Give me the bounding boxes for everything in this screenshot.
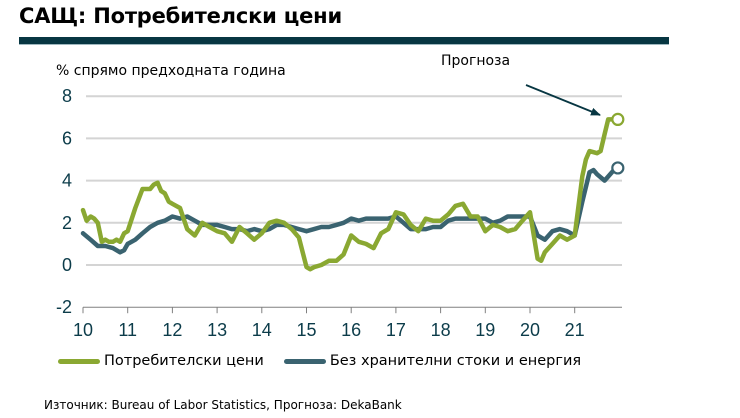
legend-label-core: Без хранителни стоки и енергия	[329, 353, 582, 369]
source-note: Източник: Bureau of Labor Statistics, Пр…	[44, 398, 402, 412]
forecast-marker	[611, 161, 625, 175]
legend: Потребителски цени Без хранителни стоки …	[58, 353, 601, 369]
y-axis-ticks: 8 6 4 2 0 -2	[56, 86, 72, 317]
x-axis: 10 11 12 13 14 15 16 17 18 19 20 21	[73, 306, 622, 340]
x-tick-label: 20	[520, 320, 540, 340]
x-tick-label: 21	[565, 320, 585, 340]
x-tick-label: 17	[386, 320, 406, 340]
x-tick-label: 18	[431, 320, 451, 340]
y-tick-label: 2	[62, 213, 72, 233]
legend-item-core: Без хранителни стоки и енергия	[283, 353, 582, 369]
series-line	[80, 117, 619, 272]
data-series	[80, 112, 625, 272]
x-tick-label: 16	[341, 320, 361, 340]
y-tick-label: 8	[62, 86, 72, 106]
x-tick-label: 14	[252, 320, 272, 340]
x-tick-label: 11	[118, 320, 137, 340]
x-tick-label: 10	[73, 320, 93, 340]
y-tick-label: 0	[62, 255, 72, 275]
y-tick-label: 6	[62, 128, 72, 148]
title-divider	[19, 37, 669, 45]
y-tick-label: -2	[56, 297, 72, 317]
y-axis-label: % спрямо предходната година	[56, 63, 286, 79]
x-tick-label: 15	[296, 320, 316, 340]
forecast-arrow	[525, 84, 601, 116]
x-tick-label: 13	[207, 320, 227, 340]
y-tick-label: 4	[62, 171, 72, 191]
x-tick-label: 12	[162, 320, 182, 340]
chart-title: САЩ: Потребителски цени	[19, 4, 342, 28]
legend-swatch-cpi	[58, 358, 100, 364]
forecast-marker	[611, 112, 625, 127]
forecast-annotation: Прогноза	[441, 53, 511, 69]
legend-item-cpi: Потребителски цени	[58, 353, 264, 369]
legend-swatch-core	[283, 358, 326, 364]
legend-label-cpi: Потребителски цени	[104, 353, 264, 369]
x-tick-label: 19	[475, 320, 495, 340]
